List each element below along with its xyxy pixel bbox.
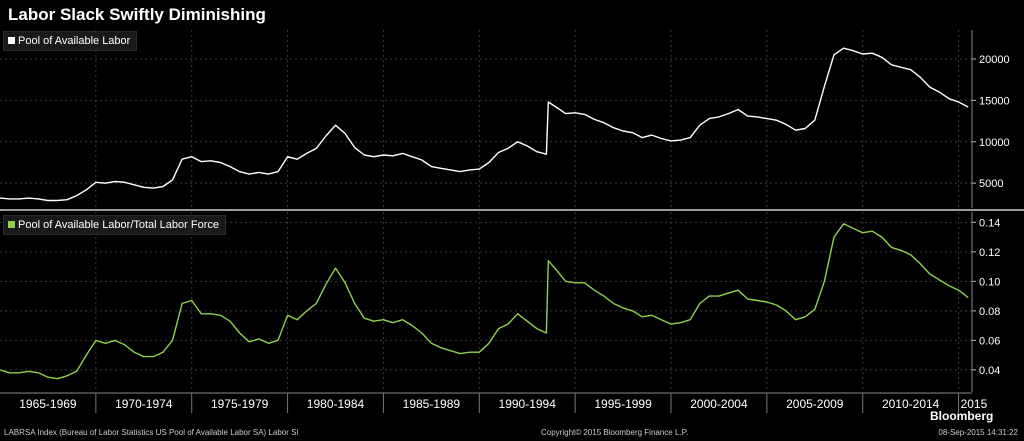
x-period-label-10: 2015 [961,397,988,411]
bottom-ytick-label-4: 0.12 [979,247,1000,259]
legend-bottom-swatch [8,221,15,228]
top-panel: 5000 10000 15000 20000 [0,30,1010,208]
x-axis: 1965-1969 1970-1974 1975-1979 1980-1984 1985… [0,392,988,414]
legend-bottom: Pool of Available Labor/Total Labor Forc… [3,215,226,235]
x-period-label-1: 1970-1974 [115,397,173,411]
top-series-0 [0,47,969,202]
bottom-ytick-label-0: 0.04 [979,365,1000,377]
x-period-label-0: 1965-1969 [19,397,77,411]
footer-date: 08-Sep-2015 14:31:22 [938,428,1018,437]
bottom-series-0 [0,223,969,380]
bottom-ytick-label-2: 0.08 [979,306,1000,318]
top-ytick-label-0: 5000 [979,178,1003,190]
bottom-ytick-label-3: 0.10 [979,276,1000,288]
top-ytick-label-2: 15000 [979,95,1010,107]
top-plot-area [0,30,972,208]
chart-title: Labor Slack Swiftly Diminishing [0,0,1024,30]
legend-top-label: Pool of Available Labor [18,35,131,47]
legend-top-swatch [8,37,15,44]
x-period-label-2: 1975-1979 [211,397,269,411]
top-ytick-label-3: 20000 [979,54,1010,66]
x-period-label-5: 1990-1994 [499,397,557,411]
bottom-panel: 0.04 0.06 0.08 0.10 0.12 0.14 [0,212,1000,392]
x-period-label-9: 2010-2014 [882,397,940,411]
footer-source: LABRSA Index (Bureau of Labor Statistics… [4,428,299,437]
footer-copyright: Copyright© 2015 Bloomberg Finance L.P. [541,428,689,437]
bottom-ytick-label-5: 0.14 [979,217,1000,229]
x-period-label-3: 1980-1984 [307,397,365,411]
x-period-label-7: 2000-2004 [690,397,748,411]
x-period-label-6: 1995-1999 [594,397,652,411]
legend-bottom-label: Pool of Available Labor/Total Labor Forc… [18,219,219,231]
legend-top: Pool of Available Labor [3,31,138,51]
bloomberg-logo: Bloomberg [930,409,994,423]
bottom-ytick-label-1: 0.06 [979,335,1000,347]
x-period-label-4: 1985-1989 [403,397,461,411]
x-axis-band [0,393,972,414]
bottom-plot-area [0,212,972,392]
x-period-label-8: 2005-2009 [786,397,844,411]
top-ytick-label-1: 10000 [979,137,1010,149]
